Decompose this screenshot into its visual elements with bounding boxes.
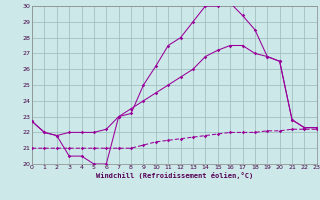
X-axis label: Windchill (Refroidissement éolien,°C): Windchill (Refroidissement éolien,°C)	[96, 172, 253, 179]
